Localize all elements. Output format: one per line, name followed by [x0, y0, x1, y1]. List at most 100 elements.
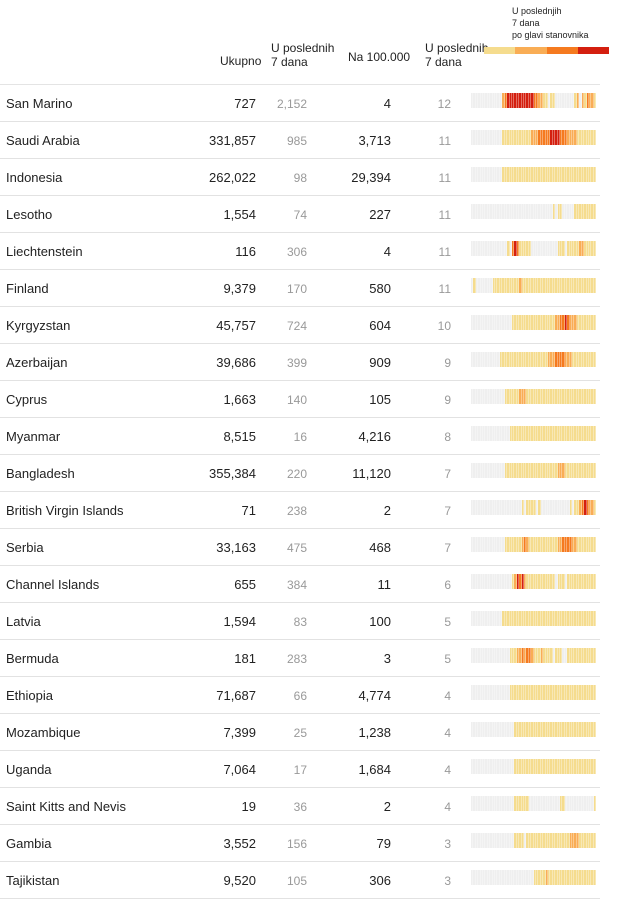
table-row[interactable]: Saudi Arabia 331,857 985 3,713 11 [0, 122, 600, 159]
heatmap-cell [572, 500, 575, 515]
heatmap-cell [535, 611, 539, 626]
table-row[interactable]: Channel Islands 655 384 11 6 [0, 566, 600, 603]
heatmap-cell [487, 315, 491, 330]
heatmap-cell [567, 833, 570, 848]
heatmap-cell [519, 537, 522, 552]
heatmap-cell [550, 500, 553, 515]
heatmap-cell [519, 759, 522, 774]
heatmap-cell [545, 315, 548, 330]
heatmap-strip [471, 315, 597, 330]
heatmap-cell [579, 796, 582, 811]
heatmap-cell [562, 537, 565, 552]
heatmap-cell [593, 796, 597, 811]
heatmap-cell [471, 611, 474, 626]
heatmap-cell [507, 278, 510, 293]
heatmap-cell [485, 722, 488, 737]
heatmap-cell [483, 93, 486, 108]
table-row[interactable]: Bermuda 181 283 3 5 [0, 640, 600, 677]
heatmap-cell [572, 574, 575, 589]
heatmap-cell [535, 759, 539, 774]
heatmap-cell [480, 796, 484, 811]
heatmap-cell [499, 759, 503, 774]
heatmap-cell [531, 611, 534, 626]
table-row[interactable]: Latvia 1,594 83 100 5 [0, 603, 600, 640]
heatmap-cell [516, 93, 520, 108]
heatmap-cell [475, 648, 479, 663]
table-row[interactable]: Cyprus 1,663 140 105 9 [0, 381, 600, 418]
heatmap-cell [483, 722, 486, 737]
heatmap-cell [511, 796, 515, 811]
heatmap-cell [516, 574, 520, 589]
table-row[interactable]: Bangladesh 355,384 220 11,120 7 [0, 455, 600, 492]
heatmap-cell [552, 93, 556, 108]
heatmap-cell [514, 352, 517, 367]
heatmap-cell [528, 352, 532, 367]
heatmap-cell [507, 426, 510, 441]
heatmap-cell [511, 426, 515, 441]
table-row[interactable]: Lesotho 1,554 74 227 11 [0, 196, 600, 233]
table-row[interactable]: Tajikistan 9,520 105 306 3 [0, 862, 600, 899]
heatmap-cell [490, 500, 493, 515]
heatmap-cell [490, 574, 493, 589]
heatmap-cell [586, 500, 589, 515]
table-row[interactable]: Saint Kitts and Nevis 19 36 2 4 [0, 788, 600, 825]
heatmap-cell [545, 204, 548, 219]
heatmap-cell [579, 685, 582, 700]
table-row[interactable]: Serbia 33,163 475 468 7 [0, 529, 600, 566]
heatmap-cell [516, 796, 520, 811]
heatmap-cell [572, 130, 575, 145]
heatmap-cell [502, 93, 505, 108]
heatmap-cell [478, 685, 481, 700]
heatmap-cell [514, 648, 517, 663]
table-header: Ukupno U poslednih 7 dana Na 100.000 U p… [0, 0, 620, 85]
heatmap-strip [471, 833, 597, 848]
heatmap-cell [507, 833, 510, 848]
heatmap-cell [526, 870, 529, 885]
heatmap-cell [509, 796, 512, 811]
cases-last-7-days: 2,152 [276, 97, 307, 111]
table-row[interactable]: Mozambique 7,399 25 1,238 4 [0, 714, 600, 751]
heatmap-cell [480, 685, 484, 700]
heatmap-cell [562, 204, 565, 219]
heatmap-cell [521, 426, 524, 441]
heatmap-cell [523, 463, 527, 478]
heatmap-cell [543, 648, 546, 663]
heatmap-cell [526, 167, 529, 182]
heatmap-cell [507, 463, 510, 478]
table-row[interactable]: Indonesia 262,022 98 29,394 11 [0, 159, 600, 196]
heatmap-cell [528, 93, 532, 108]
heatmap-cell [528, 870, 532, 885]
heatmap-cell [569, 870, 573, 885]
table-row[interactable]: Myanmar 8,515 16 4,216 8 [0, 418, 600, 455]
heatmap-cell [588, 759, 592, 774]
column-header-per-capita-last-7-days[interactable]: U poslednih 7 dana [425, 41, 488, 69]
header-divider [0, 84, 600, 85]
table-row[interactable]: Azerbaijan 39,686 399 909 9 [0, 344, 600, 381]
table-row[interactable]: Uganda 7,064 17 1,684 4 [0, 751, 600, 788]
table-row[interactable]: Finland 9,379 170 580 11 [0, 270, 600, 307]
table-row[interactable]: British Virgin Islands 71 238 2 7 [0, 492, 600, 529]
column-header-last-7-days[interactable]: U poslednih 7 dana [271, 41, 334, 69]
table-row[interactable]: Liechtenstein 116 306 4 11 [0, 233, 600, 270]
heatmap-cell [545, 685, 548, 700]
column-header-total[interactable]: Ukupno [220, 54, 262, 68]
heatmap-cell [528, 833, 532, 848]
heatmap-cell [526, 352, 529, 367]
heatmap-cell [588, 796, 592, 811]
heatmap-cell [499, 463, 503, 478]
table-row[interactable]: Kyrgyzstan 45,757 724 604 10 [0, 307, 600, 344]
table-row[interactable]: San Marino 727 2,152 4 12 [0, 85, 600, 122]
heatmap-cell [540, 870, 544, 885]
table-row[interactable]: Gambia 3,552 156 79 3 [0, 825, 600, 862]
heatmap-cell [519, 389, 522, 404]
heatmap-cell [473, 278, 476, 293]
heatmap-cell [581, 389, 585, 404]
heatmap-cell [555, 722, 558, 737]
heatmap-cell [497, 167, 500, 182]
heatmap-cell [576, 241, 580, 256]
heatmap-cell [531, 648, 534, 663]
heatmap-cell [478, 759, 481, 774]
table-row[interactable]: Ethiopia 71,687 66 4,774 4 [0, 677, 600, 714]
heatmap-cell [492, 574, 496, 589]
column-header-per-100k[interactable]: Na 100.000 [348, 50, 411, 64]
